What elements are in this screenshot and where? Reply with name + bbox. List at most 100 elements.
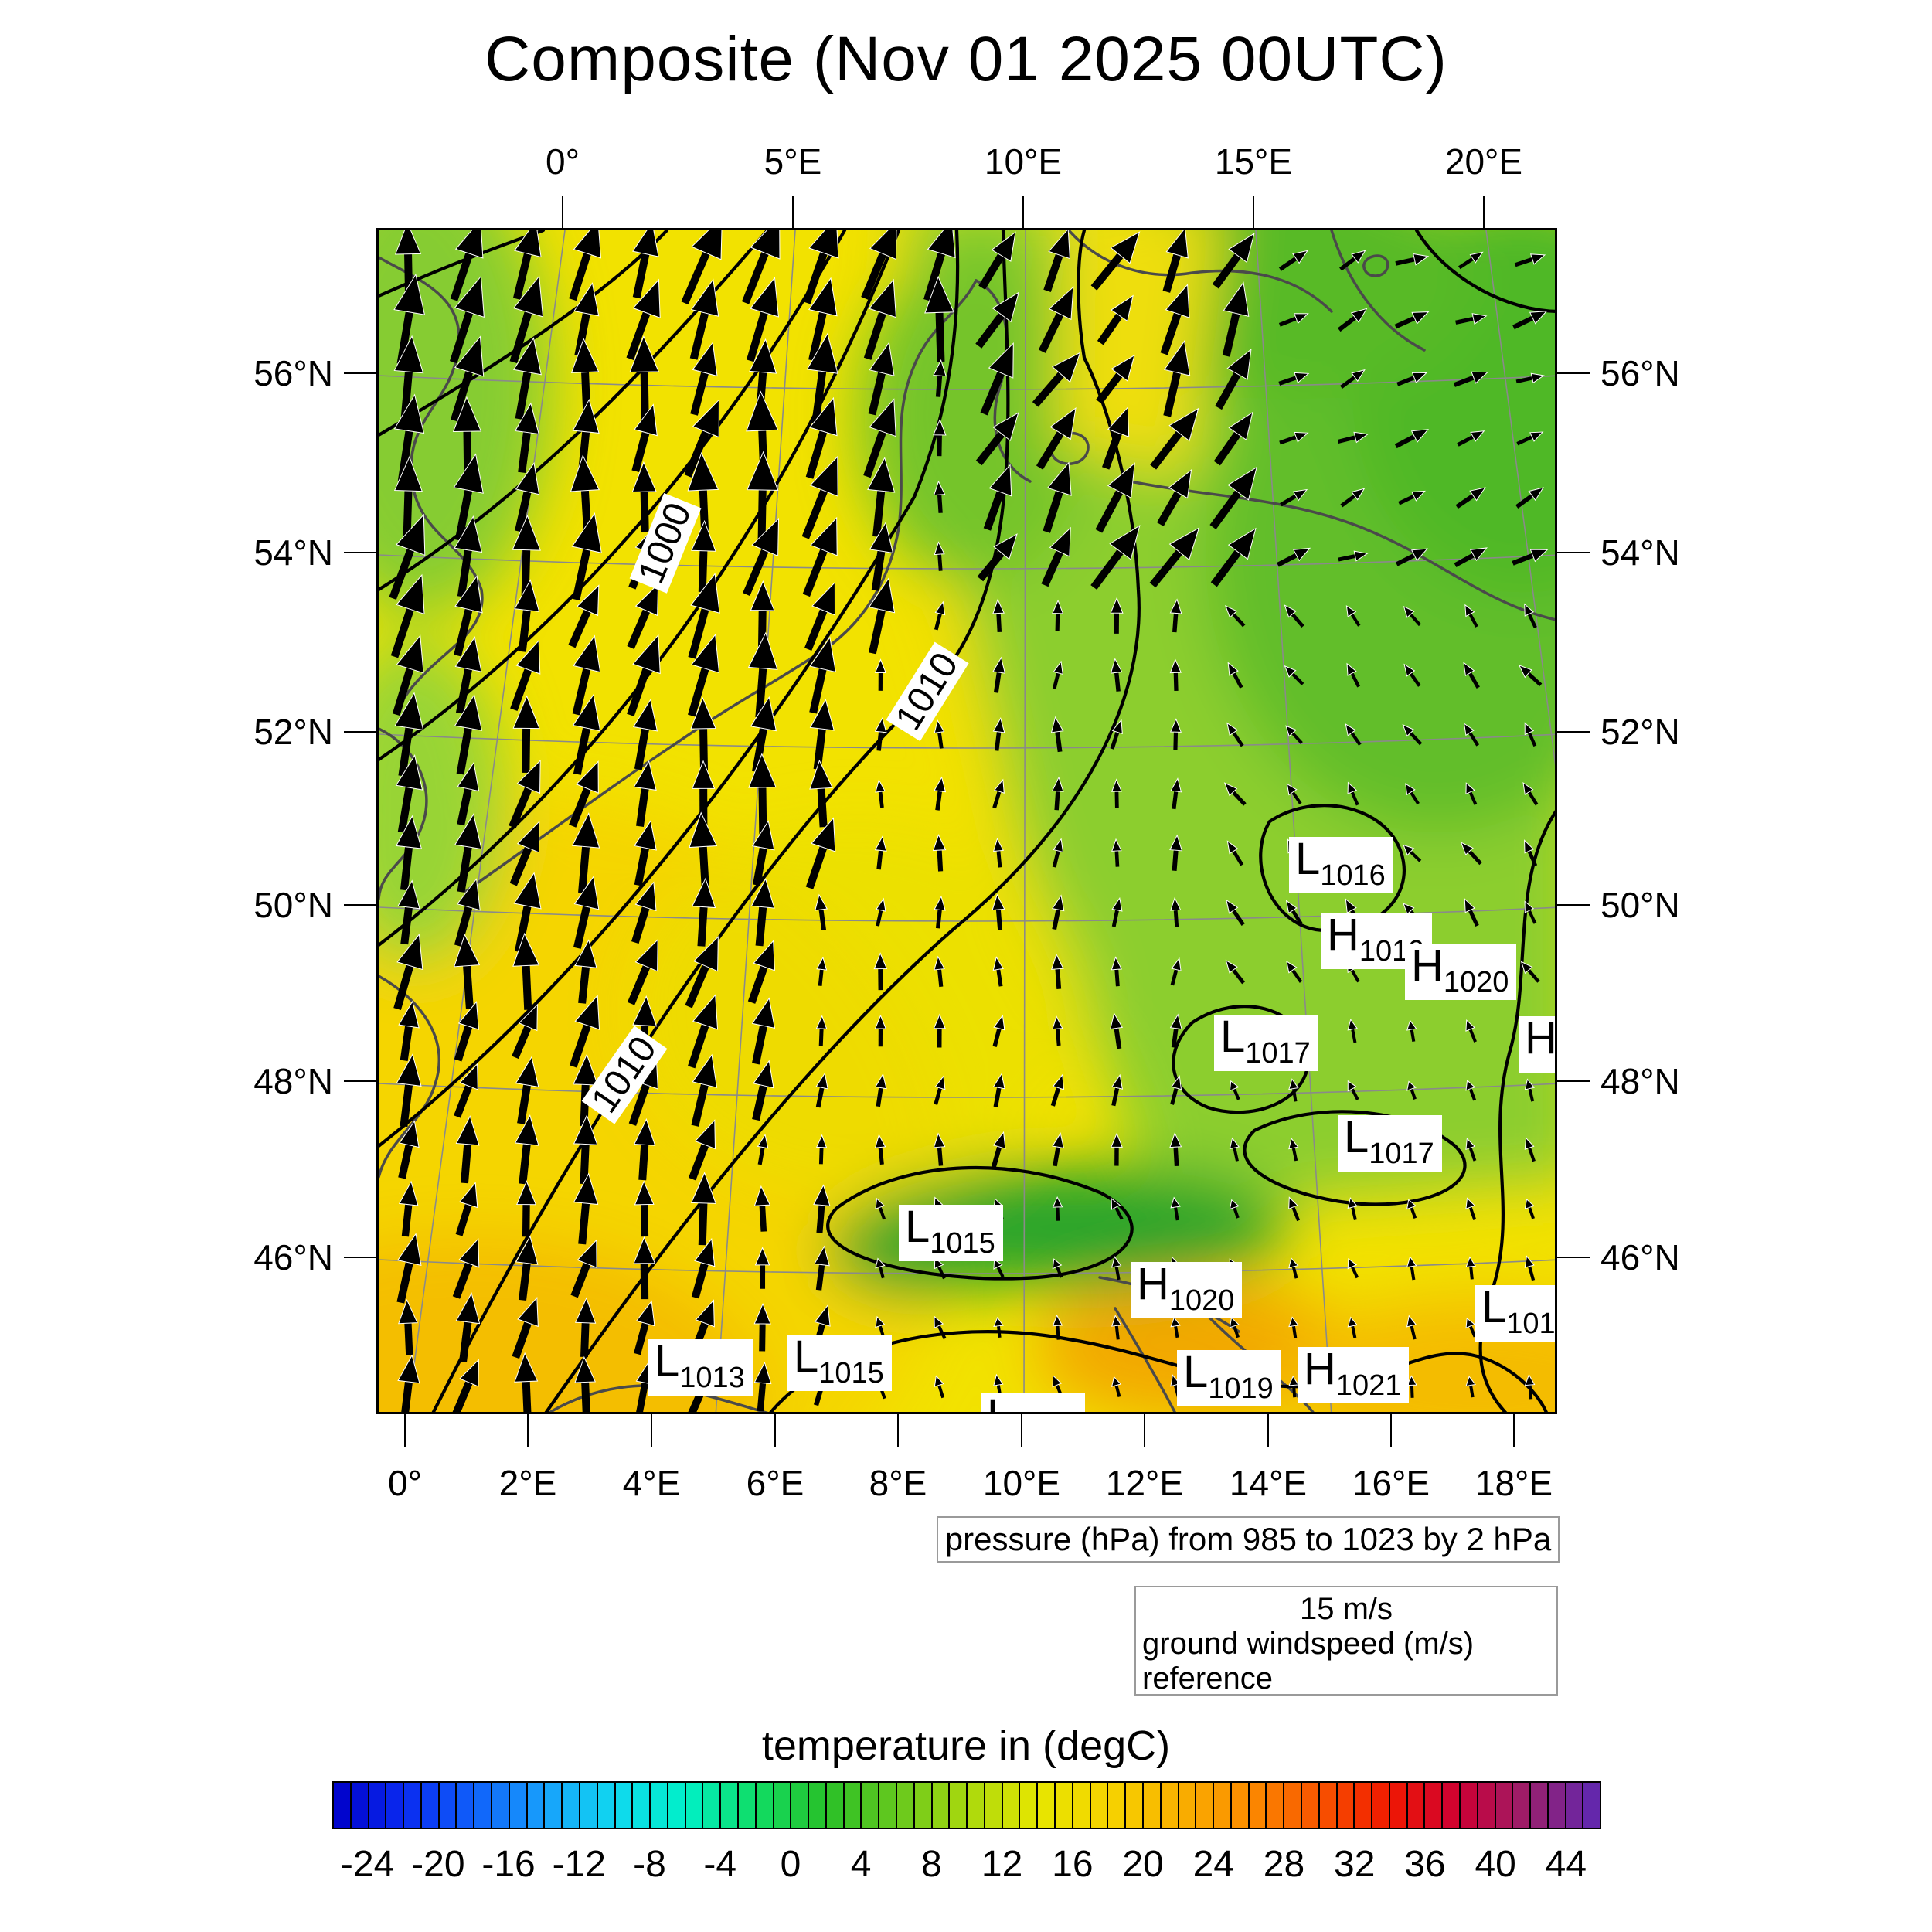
wind-arrow (1512, 549, 1549, 566)
wind-arrow (992, 656, 1006, 693)
wind-arrow (1111, 1315, 1122, 1340)
wind-arrow (1395, 548, 1428, 566)
axis-tick (1483, 196, 1485, 228)
wind-arrow (1406, 1375, 1417, 1398)
wind-arrow (751, 997, 776, 1065)
wind-arrow (687, 994, 719, 1069)
wind-arrow (1347, 1197, 1358, 1221)
wind-arrow (934, 955, 945, 988)
wind-arrow (1111, 1376, 1122, 1398)
wind-arrow (804, 581, 835, 651)
wind-arrow (1340, 369, 1366, 389)
colorbar-cell (1019, 1783, 1037, 1828)
wind-arrow (1149, 527, 1200, 588)
wind-arrow (809, 698, 835, 770)
wind-arrow (1169, 1013, 1182, 1048)
colorbar-cell (526, 1783, 544, 1828)
axis-tick (344, 1080, 376, 1082)
wind-arrow (1170, 1316, 1181, 1338)
wind-arrow (449, 275, 485, 364)
wind-arrow (1453, 371, 1489, 387)
wind-arrow (1518, 665, 1543, 687)
wind-arrow (1288, 1257, 1299, 1279)
wind-arrow (1458, 251, 1484, 270)
wind-arrow (1278, 372, 1310, 386)
wind-arrow (393, 455, 423, 538)
colorbar-cell (1124, 1783, 1142, 1828)
right-axis-label: 50°N (1600, 885, 1680, 925)
left-axis-label: 50°N (253, 885, 333, 925)
bottom-axis-label: 2°E (498, 1463, 557, 1503)
wind-arrow (805, 817, 836, 889)
wind-arrow (1524, 900, 1537, 924)
wind-arrow (934, 600, 946, 631)
wind-arrow (992, 598, 1005, 632)
colorbar-cell (878, 1783, 896, 1828)
pressure-center-letter: H (1304, 1344, 1336, 1394)
colorbar-cell (1036, 1783, 1055, 1828)
bottom-axis-label: 8°E (869, 1463, 927, 1503)
wind-arrow (629, 335, 659, 421)
wind-arrow (1347, 1019, 1358, 1043)
wind-arrow (1052, 894, 1065, 930)
wind-arrow (1463, 662, 1480, 689)
wind-arrow (868, 577, 896, 655)
wind-arrow (573, 876, 600, 949)
colorbar-cell (948, 1783, 967, 1828)
wind-arrow (1038, 286, 1074, 353)
pressure-center-label: L1015 (899, 1205, 1003, 1261)
wind-arrow (398, 1000, 420, 1062)
pressure-center-letter: L (1220, 1012, 1246, 1062)
wind-arrow (1347, 1080, 1359, 1100)
pressure-center-value: 1020 (1443, 966, 1509, 998)
wind-arrow (1512, 311, 1548, 330)
colorbar-tick-label: -12 (552, 1844, 606, 1885)
wind-arrow (1403, 606, 1421, 627)
wind-arrow (512, 1297, 539, 1359)
wind-reference-speed: 15 m/s (1299, 1592, 1393, 1626)
wind-arrow (1111, 1197, 1124, 1220)
colorbar-cell (1141, 1783, 1160, 1828)
colorbar-cell (367, 1783, 386, 1828)
wind-arrow (869, 521, 894, 591)
wind-arrow (1111, 1132, 1123, 1166)
wind-arrow (395, 754, 423, 833)
colorbar-cell (719, 1783, 737, 1828)
wind-arrow (1229, 1137, 1240, 1162)
colorbar-cell (631, 1783, 650, 1828)
colorbar-cell (385, 1783, 403, 1828)
wind-arrow (868, 342, 895, 416)
wind-arrow (753, 1185, 771, 1232)
left-axis-label: 54°N (253, 532, 333, 573)
wind-arrow (1170, 1196, 1181, 1221)
wind-arrow (1210, 527, 1257, 587)
wind-arrow (1406, 1199, 1417, 1219)
colorbar-cell (1265, 1783, 1284, 1828)
pressure-center-value: 1017 (1369, 1138, 1434, 1170)
wind-arrow (1406, 1019, 1417, 1043)
pressure-center-label: L1017 (1338, 1115, 1442, 1172)
wind-arrow (1225, 959, 1245, 985)
wind-arrow (1406, 1080, 1417, 1100)
pressure-center-letter: L (1481, 1282, 1507, 1332)
wind-arrow (816, 956, 828, 986)
colorbar-cell (561, 1783, 579, 1828)
wind-arrow (450, 230, 484, 301)
wind-arrow (573, 1114, 598, 1185)
wind-arrow (1516, 431, 1544, 446)
wind-arrow (992, 956, 1004, 987)
wind-arrow (980, 342, 1014, 416)
pressure-center-label: L1020 (981, 1393, 1085, 1412)
axis-tick (344, 552, 376, 553)
wind-arrow (633, 1236, 656, 1300)
wind-arrow (1347, 781, 1359, 806)
wind-arrow (1110, 597, 1124, 634)
wind-arrow (514, 579, 540, 652)
wind-arrow (691, 1237, 716, 1299)
wind-arrow (933, 359, 947, 397)
axis-tick (1253, 196, 1254, 228)
wind-arrow (1051, 953, 1064, 989)
bottom-axis-label: 12°E (1105, 1463, 1184, 1503)
wind-arrow (691, 1053, 718, 1127)
top-axis-label: 0° (546, 141, 580, 182)
